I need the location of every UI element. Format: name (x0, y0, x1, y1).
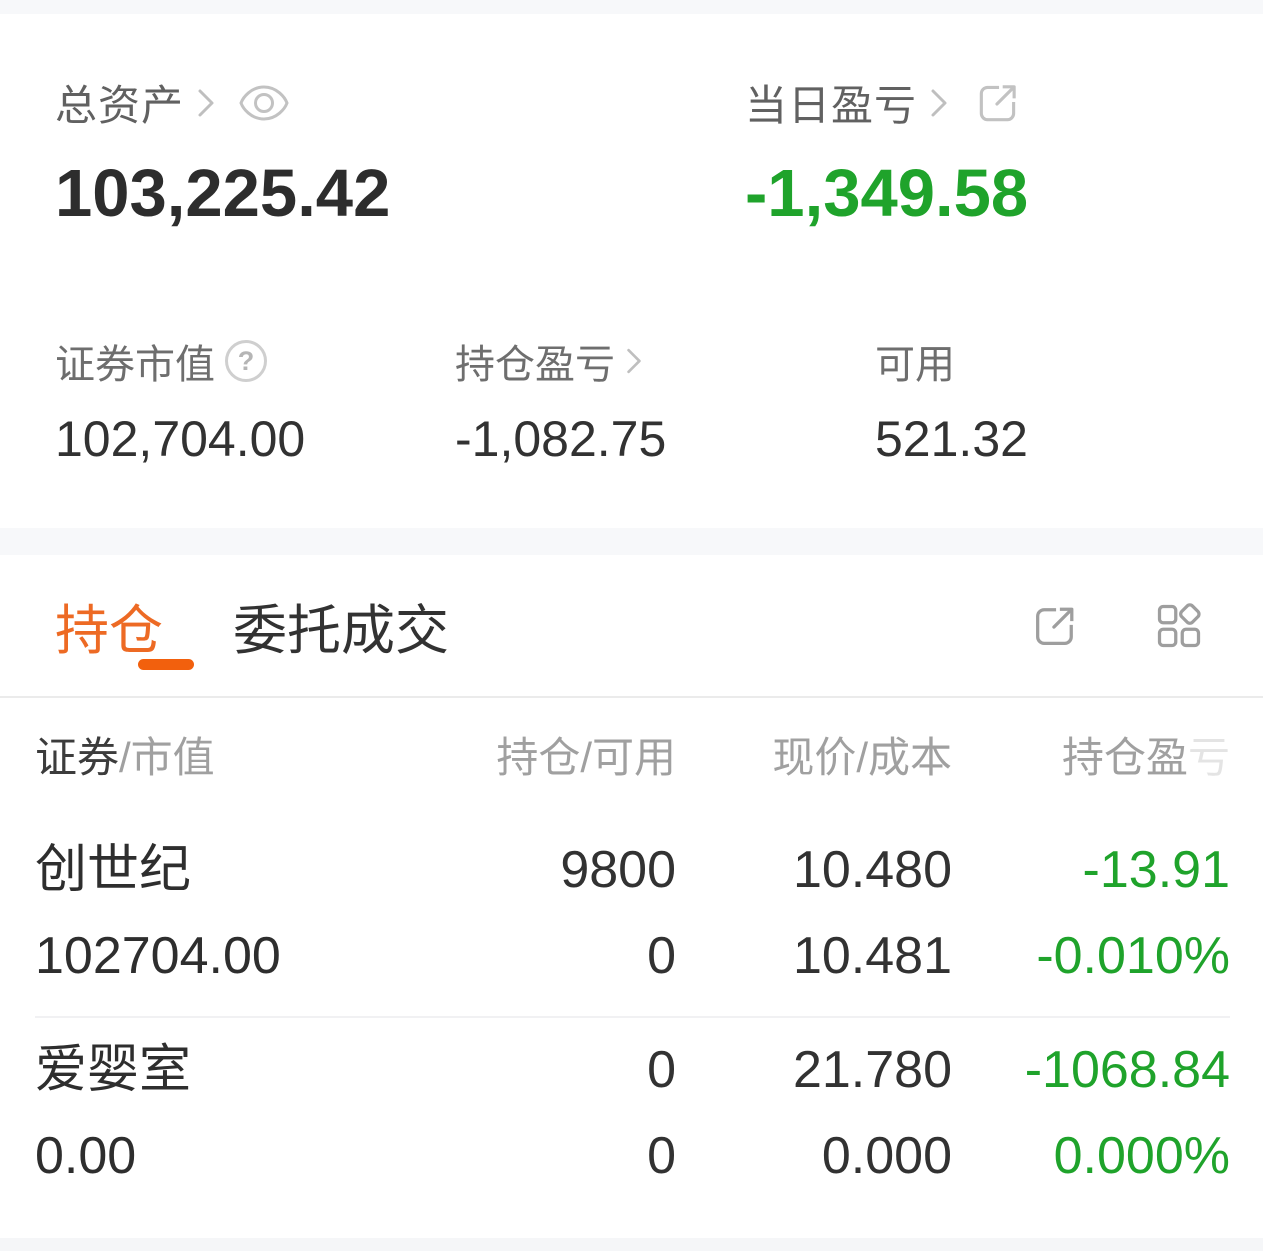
market-value-block: 证券市值 ? 102,704.00 (55, 332, 455, 468)
position-qty: 9800 (560, 841, 676, 899)
total-assets-label: 总资产 (55, 82, 185, 129)
section-divider (0, 528, 1263, 555)
external-link-icon[interactable] (1029, 600, 1081, 652)
header-security-marketvalue[interactable]: 证券/市值 (35, 734, 215, 781)
daily-pnl-header[interactable]: 当日盈亏 (745, 72, 1208, 133)
top-strip (0, 0, 1263, 14)
total-assets-header[interactable]: 总资产 (55, 72, 745, 133)
cost-price: 0.000 (821, 1127, 952, 1185)
total-assets-value: 103,225.42 (55, 156, 391, 231)
position-pnl-header[interactable]: 持仓盈亏 (455, 332, 875, 390)
total-assets-block: 总资产 103,225.42 (55, 72, 745, 232)
position-pnl-pct: 0.000% (1053, 1127, 1230, 1185)
position-qty: 0 (647, 1041, 676, 1099)
position-pnl-value: -1,082.75 (455, 411, 667, 467)
available-qty: 0 (647, 1127, 676, 1185)
grid-icon[interactable] (1153, 600, 1205, 652)
market-value: 0.00 (35, 1127, 137, 1185)
available-label: 可用 (875, 343, 955, 387)
market-value-label: 证券市值 (55, 343, 215, 387)
current-price: 10.480 (792, 841, 952, 899)
active-tab-underline (138, 659, 194, 670)
tab-orders-trades[interactable]: 委托成交 (233, 601, 449, 661)
available-qty: 0 (647, 927, 676, 985)
position-pnl-block: 持仓盈亏 -1,082.75 (455, 332, 875, 468)
chevron-right-icon (196, 86, 216, 120)
eye-icon[interactable] (238, 84, 290, 122)
positions-tabbar: 持仓 委托成交 (0, 555, 1263, 698)
daily-pnl-block: 当日盈亏 -1,349.58 (745, 72, 1208, 232)
cost-price: 10.481 (792, 927, 952, 985)
header-position-available[interactable]: 持仓/可用 (496, 734, 676, 781)
chevron-right-icon (929, 86, 949, 120)
position-pnl: -13.91 (1082, 841, 1230, 899)
security-name: 创世纪 (35, 841, 192, 899)
market-value-value: 102,704.00 (55, 411, 306, 467)
account-summary: 总资产 103,225.42 当日盈亏 (0, 14, 1263, 468)
positions-table: 证券/市值 持仓/可用 现价/成本 持仓盈亏 创世纪 9800 10.480 -… (0, 698, 1263, 1228)
daily-pnl-value: -1,349.58 (745, 156, 1029, 231)
table-header-row: 证券/市值 持仓/可用 现价/成本 持仓盈亏 (35, 698, 1230, 818)
position-pnl: -1068.84 (1024, 1041, 1230, 1099)
position-row[interactable]: 创世纪 9800 10.480 -13.91 102704.00 0 10.48… (35, 818, 1230, 1018)
security-name: 爱婴室 (35, 1041, 192, 1099)
question-circle-icon[interactable]: ? (225, 340, 267, 382)
external-link-icon[interactable] (973, 78, 1023, 128)
available-value: 521.32 (875, 411, 1028, 467)
market-value: 102704.00 (35, 927, 281, 985)
bottom-strip (0, 1238, 1263, 1251)
available-block: 可用 521.32 (875, 332, 1208, 468)
daily-pnl-label: 当日盈亏 (745, 82, 918, 129)
position-pnl-label: 持仓盈亏 (455, 343, 615, 387)
position-row[interactable]: 爱婴室 0 21.780 -1068.84 0.00 0 0.000 0.000… (35, 1018, 1230, 1228)
header-position-pnl[interactable]: 持仓盈亏 (1061, 734, 1230, 781)
tab-positions[interactable]: 持仓 (55, 586, 194, 670)
chevron-right-icon (625, 345, 643, 377)
position-pnl-pct: -0.010% (1036, 927, 1230, 985)
current-price: 21.780 (792, 1041, 952, 1099)
header-price-cost[interactable]: 现价/成本 (772, 734, 952, 781)
